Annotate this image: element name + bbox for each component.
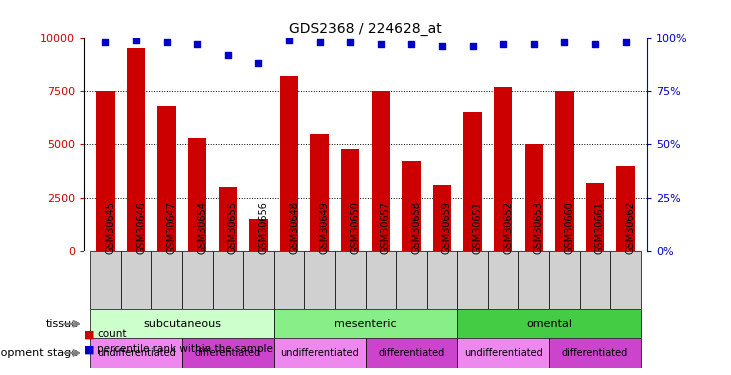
Bar xyxy=(371,91,390,251)
Text: GSM30647: GSM30647 xyxy=(167,201,177,254)
Point xyxy=(253,60,265,66)
Point xyxy=(466,43,478,49)
Text: GSM30646: GSM30646 xyxy=(136,201,146,254)
Text: GSM30656: GSM30656 xyxy=(259,201,268,254)
Text: GSM30660: GSM30660 xyxy=(564,201,575,254)
FancyBboxPatch shape xyxy=(304,251,335,309)
FancyBboxPatch shape xyxy=(518,251,549,309)
Point xyxy=(620,39,632,45)
FancyBboxPatch shape xyxy=(610,251,641,309)
Point xyxy=(283,37,295,43)
Title: GDS2368 / 224628_at: GDS2368 / 224628_at xyxy=(289,22,442,36)
Text: GSM30648: GSM30648 xyxy=(289,201,299,254)
FancyBboxPatch shape xyxy=(458,309,641,338)
Text: GSM30651: GSM30651 xyxy=(472,201,482,254)
Point xyxy=(528,41,539,47)
Point xyxy=(375,41,387,47)
FancyBboxPatch shape xyxy=(182,251,213,309)
Point xyxy=(558,39,570,45)
Text: GSM30653: GSM30653 xyxy=(534,201,544,254)
Bar xyxy=(157,106,176,251)
FancyBboxPatch shape xyxy=(549,338,641,368)
Text: GSM30650: GSM30650 xyxy=(350,201,360,254)
Text: ■: ■ xyxy=(84,329,94,339)
Text: GSM30649: GSM30649 xyxy=(319,201,330,254)
Text: ■: ■ xyxy=(84,344,94,354)
Point xyxy=(589,41,601,47)
FancyBboxPatch shape xyxy=(90,338,182,368)
FancyBboxPatch shape xyxy=(213,251,243,309)
Text: GSM30652: GSM30652 xyxy=(503,201,513,254)
Text: subcutaneous: subcutaneous xyxy=(143,319,221,329)
Point xyxy=(344,39,356,45)
FancyBboxPatch shape xyxy=(273,251,304,309)
Bar xyxy=(249,219,268,251)
FancyBboxPatch shape xyxy=(121,251,151,309)
FancyBboxPatch shape xyxy=(458,338,549,368)
Bar xyxy=(96,91,115,251)
Point xyxy=(161,39,173,45)
Text: undifferentiated: undifferentiated xyxy=(96,348,175,358)
Bar xyxy=(525,144,543,251)
FancyBboxPatch shape xyxy=(488,251,518,309)
FancyBboxPatch shape xyxy=(273,309,458,338)
FancyBboxPatch shape xyxy=(182,338,273,368)
Point xyxy=(497,41,509,47)
Point xyxy=(130,37,142,43)
FancyBboxPatch shape xyxy=(90,251,121,309)
Text: GSM30661: GSM30661 xyxy=(595,201,605,254)
Text: count: count xyxy=(97,329,126,339)
FancyBboxPatch shape xyxy=(151,251,182,309)
Point xyxy=(222,52,234,58)
Text: differentiated: differentiated xyxy=(562,348,628,358)
Point xyxy=(406,41,417,47)
FancyBboxPatch shape xyxy=(458,251,488,309)
Text: GSM30659: GSM30659 xyxy=(442,201,452,254)
Bar xyxy=(494,87,512,251)
Text: undifferentiated: undifferentiated xyxy=(280,348,359,358)
Text: GSM30645: GSM30645 xyxy=(105,201,115,254)
Bar xyxy=(311,134,329,251)
Bar xyxy=(188,138,206,251)
Text: GSM30654: GSM30654 xyxy=(197,201,208,254)
Point xyxy=(192,41,203,47)
Text: tissue: tissue xyxy=(45,319,78,329)
Bar xyxy=(341,148,360,251)
Text: percentile rank within the sample: percentile rank within the sample xyxy=(97,344,273,354)
FancyBboxPatch shape xyxy=(580,251,610,309)
FancyBboxPatch shape xyxy=(366,338,458,368)
FancyBboxPatch shape xyxy=(549,251,580,309)
Bar xyxy=(402,161,420,251)
FancyBboxPatch shape xyxy=(427,251,458,309)
Text: GSM30662: GSM30662 xyxy=(626,201,635,254)
FancyBboxPatch shape xyxy=(90,309,273,338)
FancyBboxPatch shape xyxy=(366,251,396,309)
Text: mesenteric: mesenteric xyxy=(334,319,397,329)
Point xyxy=(99,39,111,45)
Bar xyxy=(463,112,482,251)
Text: differentiated: differentiated xyxy=(194,348,261,358)
FancyBboxPatch shape xyxy=(273,338,366,368)
Text: omental: omental xyxy=(526,319,572,329)
FancyBboxPatch shape xyxy=(335,251,366,309)
Text: undifferentiated: undifferentiated xyxy=(463,348,542,358)
Text: development stage: development stage xyxy=(0,348,78,358)
Bar xyxy=(127,48,145,251)
Bar xyxy=(280,76,298,251)
Point xyxy=(436,43,448,49)
FancyBboxPatch shape xyxy=(243,251,273,309)
Text: differentiated: differentiated xyxy=(378,348,444,358)
Bar xyxy=(616,166,635,251)
Text: GSM30655: GSM30655 xyxy=(228,201,238,254)
Bar xyxy=(555,91,574,251)
Bar xyxy=(433,185,451,251)
Text: GSM30658: GSM30658 xyxy=(412,201,421,254)
Text: GSM30657: GSM30657 xyxy=(381,201,391,254)
Bar xyxy=(219,187,237,251)
Point xyxy=(314,39,325,45)
FancyBboxPatch shape xyxy=(396,251,427,309)
Bar xyxy=(586,183,604,251)
